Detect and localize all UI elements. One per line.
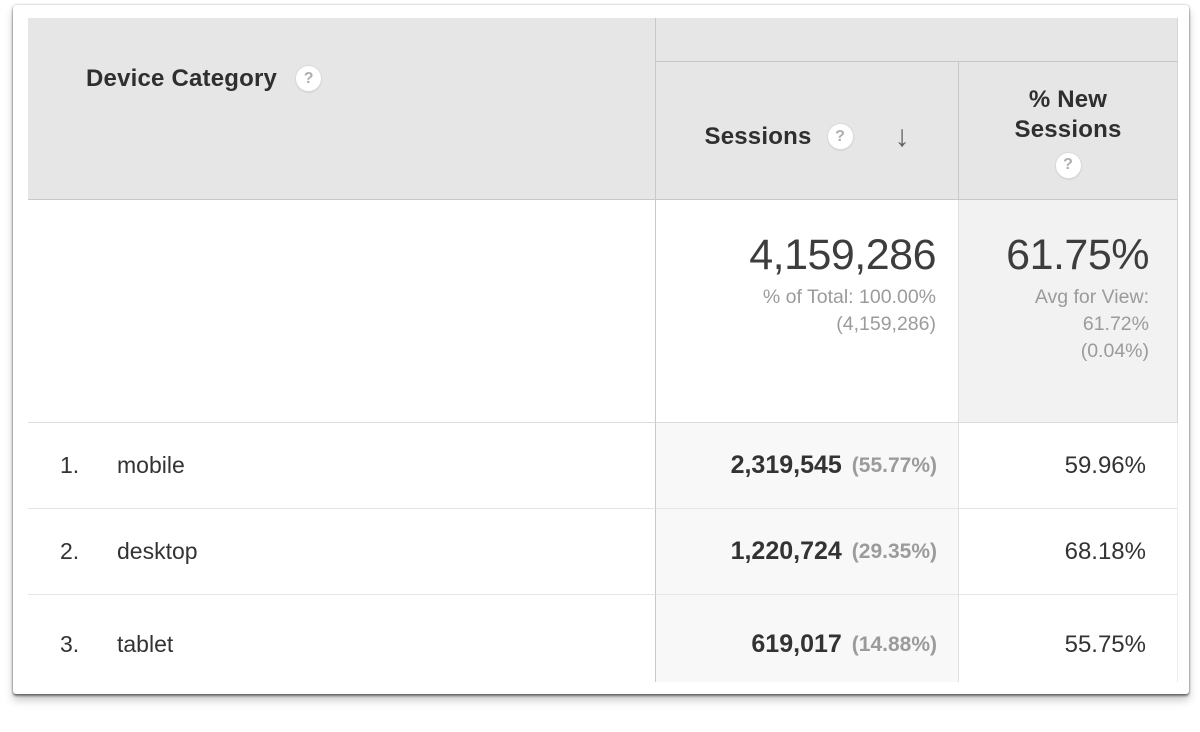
row-index: 1.: [60, 452, 80, 478]
sort-descending-arrow-icon[interactable]: ↓: [894, 119, 910, 153]
table-row-sessions-cell: 2,319,545 (55.77%): [656, 423, 959, 509]
new-sessions-value: 68.18%: [1064, 537, 1146, 565]
new-sessions-delta: (0.04%): [1080, 340, 1149, 362]
sessions-percent: (29.35%): [851, 539, 937, 563]
new-sessions-header-label[interactable]: % New Sessions: [1014, 85, 1122, 143]
table-row-device-cell: 3. tablet: [28, 595, 656, 682]
table-row-new-sessions-cell: 55.75%: [959, 595, 1178, 682]
sessions-total-paren: (4,159,286): [836, 313, 936, 335]
device-name: mobile: [117, 452, 185, 478]
metric-group-header-strip: [656, 18, 1178, 62]
table-row-device-cell: 1. mobile: [28, 423, 656, 509]
summary-sessions-cell: 4,159,286 % of Total: 100.00% (4,159,286…: [656, 200, 959, 423]
row-index: 2.: [60, 538, 80, 564]
sessions-value: 2,319,545: [730, 451, 842, 479]
table-row-new-sessions-cell: 68.18%: [959, 509, 1178, 595]
sessions-header-label[interactable]: Sessions: [704, 122, 812, 150]
table-row-new-sessions-cell: 59.96%: [959, 423, 1178, 509]
sessions-pct-of-total: % of Total: 100.00%: [762, 286, 936, 308]
device-category-table: Device Category ? Sessions ? ↓ % New Ses…: [28, 18, 1178, 682]
column-header-device-category: Device Category ?: [28, 18, 656, 200]
device-name: desktop: [117, 538, 198, 564]
sessions-percent: (55.77%): [851, 453, 937, 477]
sessions-total-value: 4,159,286: [749, 231, 936, 279]
new-sessions-avg-label: Avg for View:: [1034, 286, 1149, 308]
table-row-sessions-cell: 1,220,724 (29.35%): [656, 509, 959, 595]
new-sessions-avg-value: 61.72%: [1082, 313, 1149, 335]
help-icon[interactable]: ?: [295, 65, 323, 92]
sessions-value: 1,220,724: [730, 537, 842, 565]
row-index: 3.: [60, 631, 80, 657]
table-row-sessions-cell: 619,017 (14.88%): [656, 595, 959, 682]
summary-device-category-cell: [28, 200, 656, 423]
column-header-sessions[interactable]: Sessions ? ↓: [656, 62, 959, 200]
summary-new-sessions-cell: 61.75% Avg for View: 61.72% (0.04%): [959, 200, 1178, 423]
new-sessions-value: 55.75%: [1064, 630, 1146, 658]
report-table-card: Device Category ? Sessions ? ↓ % New Ses…: [13, 5, 1189, 694]
sessions-percent: (14.88%): [851, 632, 937, 656]
help-icon[interactable]: ?: [826, 123, 854, 150]
table-row-device-cell: 2. desktop: [28, 509, 656, 595]
device-name: tablet: [117, 631, 174, 657]
sessions-value: 619,017: [751, 630, 842, 658]
new-sessions-total-value: 61.75%: [1006, 231, 1149, 279]
new-sessions-value: 59.96%: [1064, 451, 1146, 479]
help-icon[interactable]: ?: [1054, 151, 1082, 179]
column-header-new-sessions[interactable]: % New Sessions ?: [959, 62, 1178, 200]
device-category-header-label: Device Category: [86, 65, 278, 92]
